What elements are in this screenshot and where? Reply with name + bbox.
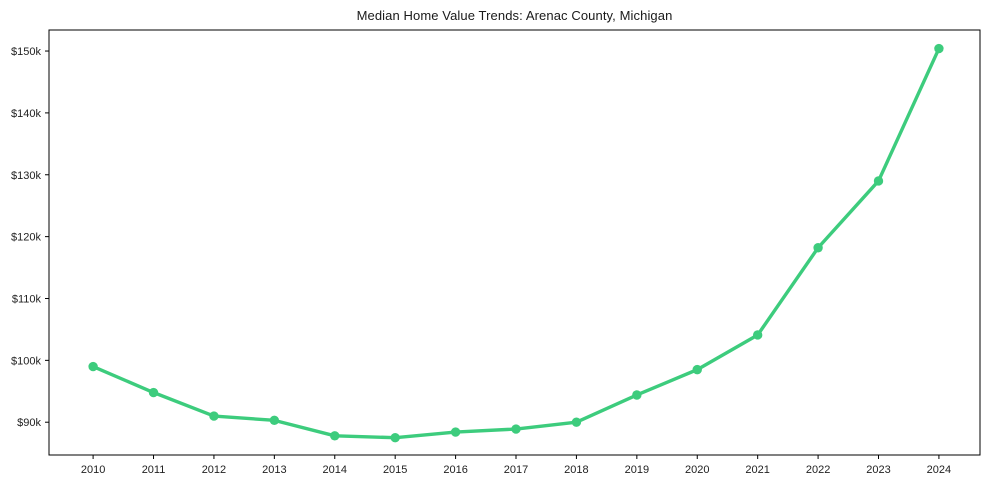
line-series <box>91 46 941 440</box>
x-tick-label: 2023 <box>866 464 890 476</box>
data-point-2022 <box>813 243 823 253</box>
data-point-2019 <box>632 390 642 400</box>
data-point-2023 <box>873 176 884 186</box>
data-point-2018 <box>571 417 582 427</box>
chart-title: Median Home Value Trends: Arenac County,… <box>356 8 673 23</box>
y-tick-label: $90k <box>17 417 41 429</box>
x-tick-label: 2018 <box>564 464 588 476</box>
data-point-2012 <box>209 411 219 421</box>
data-point-2014 <box>330 431 340 441</box>
x-tick-label: 2012 <box>202 464 226 476</box>
y-tick-label: $130k <box>11 170 41 182</box>
x-tick-label: 2022 <box>806 464 830 476</box>
x-tick-label: 2016 <box>443 464 467 476</box>
y-tick-label: $110k <box>12 293 42 305</box>
x-tick-label: 2019 <box>625 464 649 476</box>
x-tick-label: 2014 <box>323 464 347 476</box>
x-tick-label: 2010 <box>81 464 105 476</box>
plot-border <box>48 29 981 456</box>
x-tick-label: 2020 <box>685 464 709 476</box>
y-tick-label: $140k <box>11 108 41 120</box>
y-tick-label: $100k <box>11 355 41 367</box>
x-tick-label: 2017 <box>504 464 528 476</box>
y-tick-label: $120k <box>11 232 41 244</box>
x-tick-label: 2015 <box>383 464 407 476</box>
data-point-2013 <box>269 415 280 426</box>
data-point-2024 <box>934 43 944 54</box>
x-tick-label: 2024 <box>927 464 951 476</box>
data-point-2010 <box>88 361 98 372</box>
data-point-2021 <box>752 330 763 340</box>
x-tick-label: 2013 <box>262 464 286 476</box>
x-tick-label: 2011 <box>142 464 166 476</box>
x-tick-label: 2021 <box>745 464 769 476</box>
data-point-2015 <box>390 432 400 443</box>
data-point-2011 <box>148 387 159 398</box>
y-tick-label: $150k <box>11 46 41 58</box>
data-point-2017 <box>511 424 521 434</box>
data-point-2016 <box>450 427 461 437</box>
data-point-2020 <box>692 364 702 375</box>
